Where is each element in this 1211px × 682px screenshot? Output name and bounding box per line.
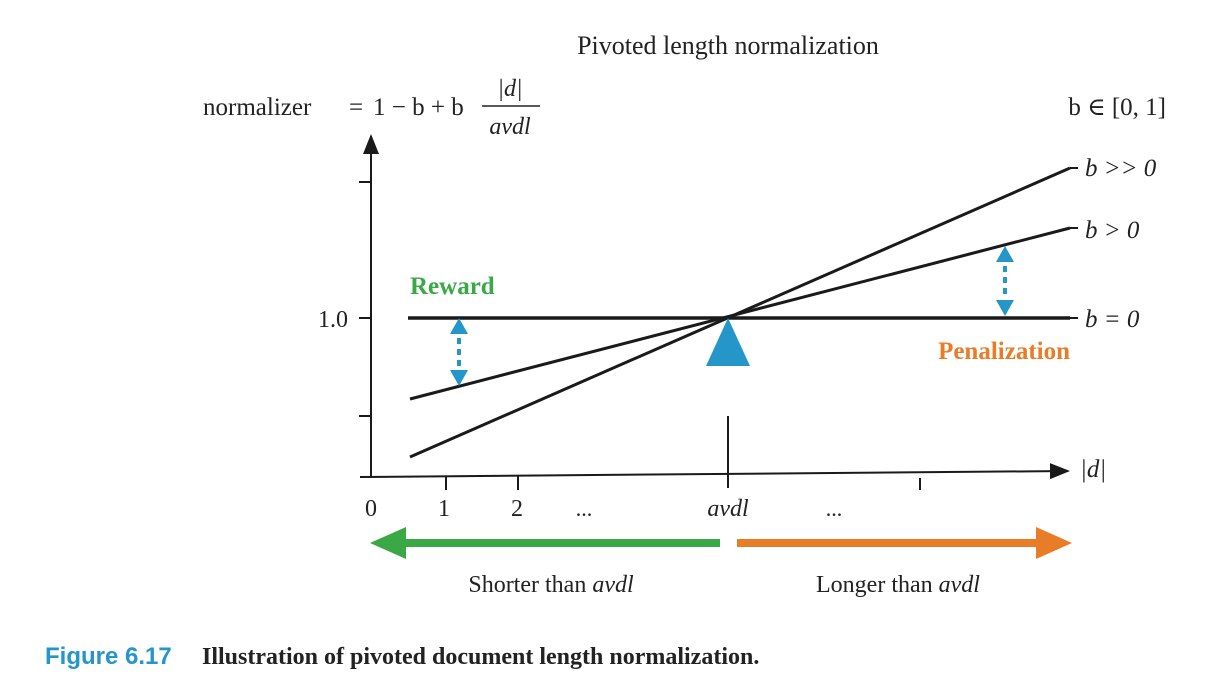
x-axis-label: |d| — [1080, 456, 1106, 483]
formula-equals: = — [349, 94, 363, 121]
formula-numerator: |d| — [497, 76, 522, 102]
x-tick-label-ellipsis-right: ... — [826, 496, 843, 521]
arrowhead-up-icon — [450, 318, 468, 334]
longer-arrow — [737, 527, 1072, 559]
shorter-arrow-shaft — [400, 539, 720, 547]
longer-arrow-shaft — [737, 539, 1042, 547]
line-b-greater-0 — [409, 226, 1071, 401]
label-b-equals-0: b = 0 — [1085, 306, 1140, 333]
penalization-gap-arrow — [996, 246, 1014, 316]
shorter-than-avdl-label: Shorter than avdl — [468, 572, 634, 598]
diagram-title: Pivoted length normalization — [577, 31, 879, 60]
normalizer-formula: normalizer = 1 − b + b |d| avdl — [203, 76, 540, 140]
shorter-arrow — [370, 527, 720, 559]
pivot-triangle-icon — [706, 318, 750, 366]
x-tick-label-ellipsis-left: ... — [576, 496, 593, 521]
x-tick-label-1: 1 — [438, 496, 450, 522]
left-arrowhead-icon — [370, 527, 406, 559]
label-b-greater-0: b > 0 — [1085, 217, 1140, 244]
arrowhead-down-icon — [996, 300, 1014, 316]
formula-denominator: avdl — [489, 114, 531, 140]
x-tick-label-2: 2 — [511, 496, 523, 522]
formula-lhs: normalizer — [203, 94, 312, 121]
b-range-label: b ∈ [0, 1] — [1068, 94, 1166, 121]
arrowhead-up-icon — [996, 246, 1014, 262]
reward-label: Reward — [410, 273, 495, 300]
shorter-than-text: Shorter than — [468, 572, 592, 598]
y-tick-label: 1.0 — [318, 307, 348, 333]
formula-rhs-prefix: 1 − b + b — [373, 94, 464, 121]
caption-text: Illustration of pivoted document length … — [202, 644, 759, 670]
penalization-label: Penalization — [938, 338, 1070, 365]
longer-than-avdl-label: Longer than avdl — [816, 572, 980, 598]
x-axis — [359, 463, 1070, 480]
arrowhead-down-icon — [450, 370, 468, 386]
reward-gap-arrow — [450, 318, 468, 386]
right-arrowhead-icon — [1036, 527, 1072, 559]
label-b-much-greater-0: b >> 0 — [1085, 155, 1157, 182]
x-tick-label-0: 0 — [365, 496, 377, 522]
longer-than-text: Longer than — [816, 572, 939, 598]
x-tick-label-avdl: avdl — [707, 496, 749, 522]
longer-avdl-text: avdl — [939, 572, 981, 598]
shorter-avdl-text: avdl — [592, 572, 634, 598]
caption-label: Figure 6.17 — [45, 643, 172, 670]
